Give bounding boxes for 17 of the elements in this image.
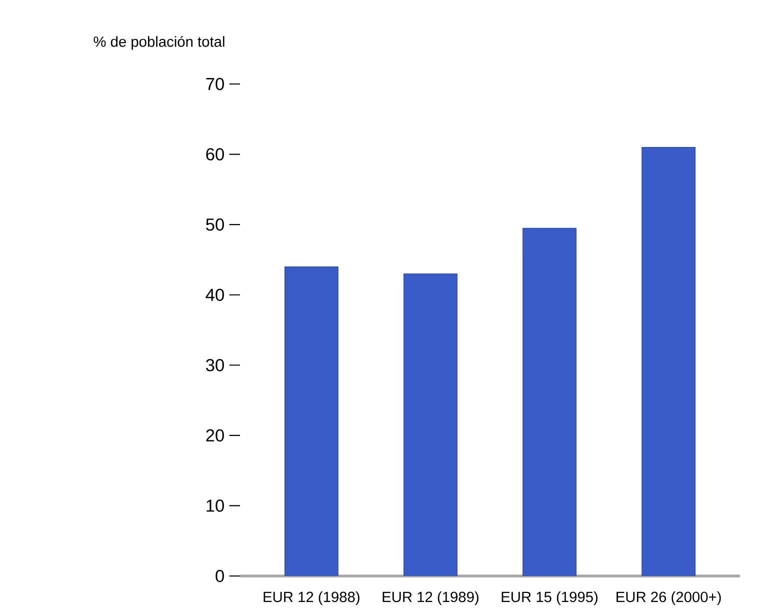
y-tick-label: 30 xyxy=(206,358,224,372)
y-axis-title: % de población total xyxy=(94,36,224,50)
bar xyxy=(284,266,338,576)
y-tick-label: 60 xyxy=(206,148,224,160)
y-tick-label: 0 xyxy=(216,570,224,582)
bar xyxy=(642,146,696,576)
y-tick-label: 20 xyxy=(206,429,224,442)
y-tick-label: 40 xyxy=(206,288,224,301)
y-tick-label: 10 xyxy=(206,500,224,512)
x-tick-label: EUR 15 (1995) xyxy=(502,591,598,606)
x-tick-label: EUR 12 (1988) xyxy=(264,591,360,606)
bar xyxy=(522,228,576,576)
bar xyxy=(404,273,458,576)
y-tick-label: 70 xyxy=(206,78,224,90)
y-tick-label: 50 xyxy=(206,218,224,231)
x-tick-label: EUR 26 (2000+) xyxy=(616,591,721,606)
x-tick-label: EUR 12 (1989) xyxy=(382,591,478,606)
